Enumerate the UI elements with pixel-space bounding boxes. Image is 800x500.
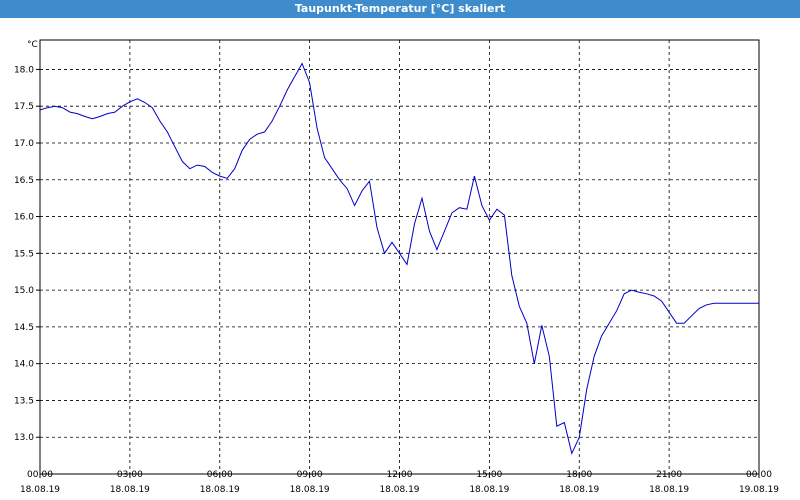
x-tick-time: 12:00 — [387, 470, 413, 480]
y-tick-label: 16.5 — [14, 176, 34, 186]
x-tick-date: 18.08.19 — [559, 485, 599, 495]
x-tick-date: 18.08.19 — [110, 485, 150, 495]
y-tick-label: 14.5 — [14, 323, 34, 333]
y-tick-label: 13.5 — [14, 396, 34, 406]
x-tick-date: 18.08.19 — [469, 485, 509, 495]
x-tick-time: 00:00 — [746, 470, 772, 480]
x-tick-time: 18:00 — [566, 470, 592, 480]
x-tick-date: 18.08.19 — [379, 485, 419, 495]
x-tick-date: 18.08.19 — [290, 485, 330, 495]
y-axis-unit-label: °C — [27, 40, 38, 50]
x-tick-date: 18.08.19 — [200, 485, 240, 495]
y-tick-label: 18.0 — [14, 65, 34, 75]
x-tick-time: 09:00 — [297, 470, 323, 480]
y-tick-labels: 18.0 17.5 17.0 16.5 16.0 15.5 15.0 14.5 14.0 13.5… — [14, 65, 34, 443]
dewpoint-series-line — [39, 62, 759, 455]
x-tick-time: 06:00 — [207, 470, 233, 480]
x-tick-date: 18.08.19 — [20, 485, 60, 495]
y-tick-label: 15.5 — [14, 249, 34, 259]
x-tick-time: 21:00 — [656, 470, 682, 480]
x-tick-date: 19.08.19 — [739, 485, 779, 495]
window-title: Taupunkt-Temperatur [°C] skaliert — [0, 0, 800, 18]
y-tick-label: 13.0 — [14, 433, 34, 443]
y-tick-label: 15.0 — [14, 286, 34, 296]
y-tick-label: 14.0 — [14, 360, 34, 370]
y-tick-label: 17.5 — [14, 102, 34, 112]
dewpoint-chart: °C 18.017.517.016.516.015.515.014.514.01… — [14, 39, 779, 495]
x-tick-time: 03:00 — [117, 470, 143, 480]
x-tick-time: 15:00 — [476, 470, 502, 480]
gridlines — [36, 40, 760, 478]
x-tick-labels: 00:00 18.08.19 03:00 18.08.19 06:00 18.08.19 0… — [20, 470, 779, 495]
y-tick-label: 17.0 — [14, 139, 34, 149]
x-tick-date: 18.08.19 — [649, 485, 689, 495]
x-tick-time: 00:00 — [27, 470, 53, 480]
y-tick-label: 16.0 — [14, 213, 34, 223]
